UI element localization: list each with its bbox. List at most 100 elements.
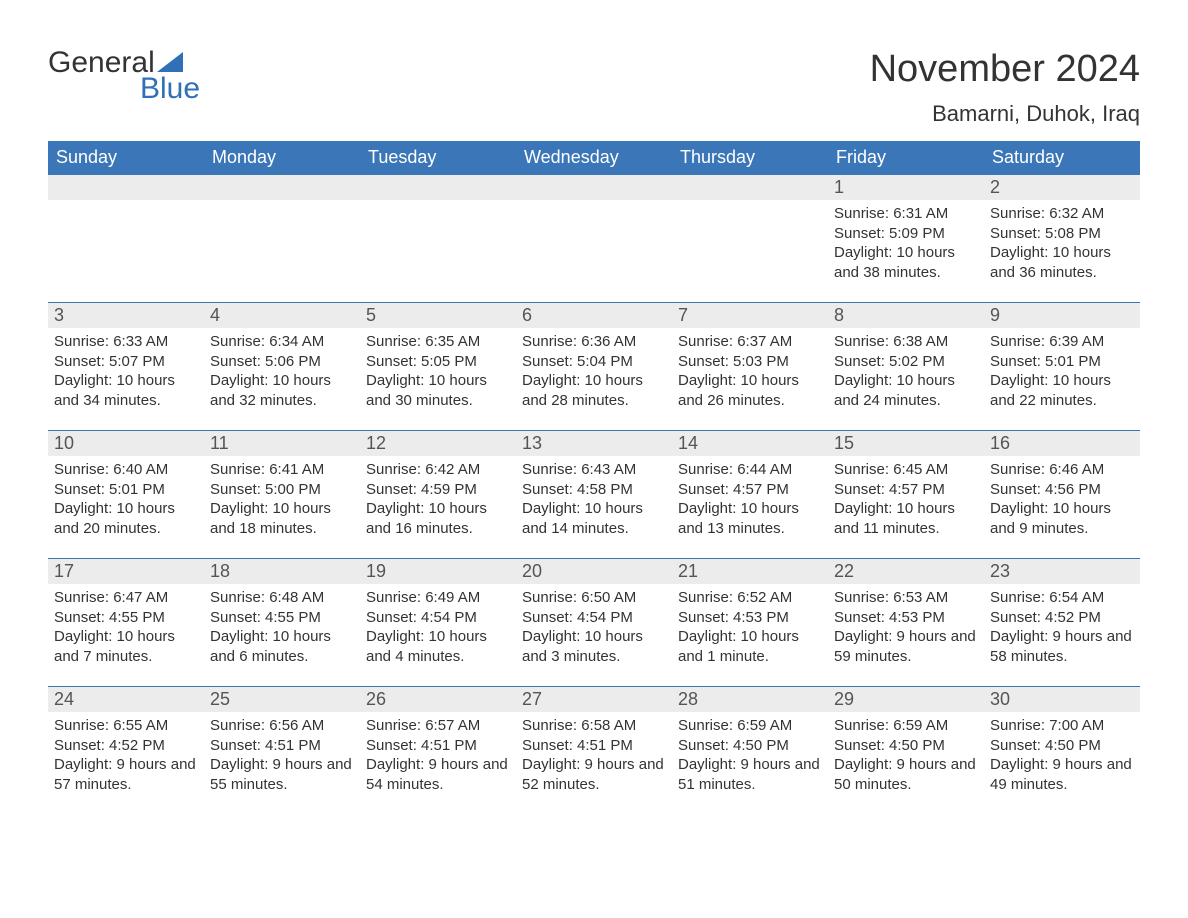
calendar-cell: 22Sunrise: 6:53 AMSunset: 4:53 PMDayligh… (828, 559, 984, 687)
sunrise-text: Sunrise: 6:58 AM (522, 716, 666, 736)
sunset-text: Sunset: 4:54 PM (522, 608, 666, 628)
sunset-text: Sunset: 4:51 PM (210, 736, 354, 756)
calendar-week-row: 24Sunrise: 6:55 AMSunset: 4:52 PMDayligh… (48, 687, 1140, 815)
title-block: November 2024 Bamarni, Duhok, Iraq (870, 48, 1140, 133)
day-number: 22 (828, 559, 984, 584)
month-title: November 2024 (870, 48, 1140, 91)
day-body: Sunrise: 6:52 AMSunset: 4:53 PMDaylight:… (672, 584, 828, 672)
sunrise-text: Sunrise: 7:00 AM (990, 716, 1134, 736)
daylight-text: Daylight: 10 hours and 14 minutes. (522, 499, 666, 538)
calendar-cell: 5Sunrise: 6:35 AMSunset: 5:05 PMDaylight… (360, 303, 516, 431)
calendar-cell (516, 175, 672, 303)
calendar-cell: 25Sunrise: 6:56 AMSunset: 4:51 PMDayligh… (204, 687, 360, 815)
sunrise-text: Sunrise: 6:35 AM (366, 332, 510, 352)
day-body: Sunrise: 6:55 AMSunset: 4:52 PMDaylight:… (48, 712, 204, 800)
sunrise-text: Sunrise: 6:40 AM (54, 460, 198, 480)
calendar-week-row: 10Sunrise: 6:40 AMSunset: 5:01 PMDayligh… (48, 431, 1140, 559)
day-number: 11 (204, 431, 360, 456)
day-number: 6 (516, 303, 672, 328)
calendar-cell: 18Sunrise: 6:48 AMSunset: 4:55 PMDayligh… (204, 559, 360, 687)
day-body: Sunrise: 6:40 AMSunset: 5:01 PMDaylight:… (48, 456, 204, 544)
daylight-text: Daylight: 10 hours and 13 minutes. (678, 499, 822, 538)
daylight-text: Daylight: 10 hours and 30 minutes. (366, 371, 510, 410)
sunset-text: Sunset: 5:08 PM (990, 224, 1134, 244)
calendar-table: Sunday Monday Tuesday Wednesday Thursday… (48, 141, 1140, 815)
day-body: Sunrise: 6:32 AMSunset: 5:08 PMDaylight:… (984, 200, 1140, 288)
day-number: 29 (828, 687, 984, 712)
day-body: Sunrise: 6:41 AMSunset: 5:00 PMDaylight:… (204, 456, 360, 544)
day-number: 1 (828, 175, 984, 200)
sunrise-text: Sunrise: 6:46 AM (990, 460, 1134, 480)
calendar-cell (204, 175, 360, 303)
day-number: 27 (516, 687, 672, 712)
daylight-text: Daylight: 10 hours and 16 minutes. (366, 499, 510, 538)
sunrise-text: Sunrise: 6:42 AM (366, 460, 510, 480)
daylight-text: Daylight: 9 hours and 58 minutes. (990, 627, 1134, 666)
day-body: Sunrise: 6:39 AMSunset: 5:01 PMDaylight:… (984, 328, 1140, 416)
day-number: 23 (984, 559, 1140, 584)
daylight-text: Daylight: 10 hours and 22 minutes. (990, 371, 1134, 410)
sunrise-text: Sunrise: 6:53 AM (834, 588, 978, 608)
sunset-text: Sunset: 4:54 PM (366, 608, 510, 628)
daylight-text: Daylight: 10 hours and 7 minutes. (54, 627, 198, 666)
sunset-text: Sunset: 5:04 PM (522, 352, 666, 372)
daylight-text: Daylight: 10 hours and 38 minutes. (834, 243, 978, 282)
calendar-cell: 13Sunrise: 6:43 AMSunset: 4:58 PMDayligh… (516, 431, 672, 559)
calendar-cell: 14Sunrise: 6:44 AMSunset: 4:57 PMDayligh… (672, 431, 828, 559)
sunrise-text: Sunrise: 6:41 AM (210, 460, 354, 480)
day-number: 15 (828, 431, 984, 456)
sunset-text: Sunset: 5:06 PM (210, 352, 354, 372)
day-number-empty (516, 175, 672, 200)
calendar-cell (48, 175, 204, 303)
calendar-cell: 19Sunrise: 6:49 AMSunset: 4:54 PMDayligh… (360, 559, 516, 687)
sunrise-text: Sunrise: 6:39 AM (990, 332, 1134, 352)
day-number: 12 (360, 431, 516, 456)
calendar-week-row: 3Sunrise: 6:33 AMSunset: 5:07 PMDaylight… (48, 303, 1140, 431)
calendar-header-row: Sunday Monday Tuesday Wednesday Thursday… (48, 141, 1140, 175)
calendar-week-row: 1Sunrise: 6:31 AMSunset: 5:09 PMDaylight… (48, 175, 1140, 303)
sunrise-text: Sunrise: 6:55 AM (54, 716, 198, 736)
day-body: Sunrise: 7:00 AMSunset: 4:50 PMDaylight:… (984, 712, 1140, 800)
day-body: Sunrise: 6:56 AMSunset: 4:51 PMDaylight:… (204, 712, 360, 800)
day-body: Sunrise: 6:58 AMSunset: 4:51 PMDaylight:… (516, 712, 672, 800)
col-tuesday: Tuesday (360, 141, 516, 175)
day-number: 26 (360, 687, 516, 712)
sunrise-text: Sunrise: 6:38 AM (834, 332, 978, 352)
sunrise-text: Sunrise: 6:59 AM (678, 716, 822, 736)
day-number: 14 (672, 431, 828, 456)
daylight-text: Daylight: 9 hours and 52 minutes. (522, 755, 666, 794)
daylight-text: Daylight: 10 hours and 26 minutes. (678, 371, 822, 410)
day-number-empty (204, 175, 360, 200)
logo-text-blue: Blue (140, 74, 200, 104)
col-thursday: Thursday (672, 141, 828, 175)
day-body: Sunrise: 6:33 AMSunset: 5:07 PMDaylight:… (48, 328, 204, 416)
day-body: Sunrise: 6:49 AMSunset: 4:54 PMDaylight:… (360, 584, 516, 672)
col-friday: Friday (828, 141, 984, 175)
day-number: 28 (672, 687, 828, 712)
sunset-text: Sunset: 4:50 PM (834, 736, 978, 756)
calendar-cell: 23Sunrise: 6:54 AMSunset: 4:52 PMDayligh… (984, 559, 1140, 687)
day-number: 25 (204, 687, 360, 712)
day-body: Sunrise: 6:46 AMSunset: 4:56 PMDaylight:… (984, 456, 1140, 544)
calendar-cell: 10Sunrise: 6:40 AMSunset: 5:01 PMDayligh… (48, 431, 204, 559)
calendar-cell: 9Sunrise: 6:39 AMSunset: 5:01 PMDaylight… (984, 303, 1140, 431)
sunrise-text: Sunrise: 6:47 AM (54, 588, 198, 608)
sunrise-text: Sunrise: 6:36 AM (522, 332, 666, 352)
sunset-text: Sunset: 5:02 PM (834, 352, 978, 372)
day-number: 2 (984, 175, 1140, 200)
calendar-cell (360, 175, 516, 303)
day-number-empty (48, 175, 204, 200)
daylight-text: Daylight: 9 hours and 57 minutes. (54, 755, 198, 794)
day-body: Sunrise: 6:45 AMSunset: 4:57 PMDaylight:… (828, 456, 984, 544)
day-body: Sunrise: 6:37 AMSunset: 5:03 PMDaylight:… (672, 328, 828, 416)
daylight-text: Daylight: 10 hours and 11 minutes. (834, 499, 978, 538)
col-wednesday: Wednesday (516, 141, 672, 175)
sunset-text: Sunset: 5:03 PM (678, 352, 822, 372)
calendar-cell: 1Sunrise: 6:31 AMSunset: 5:09 PMDaylight… (828, 175, 984, 303)
sunrise-text: Sunrise: 6:44 AM (678, 460, 822, 480)
sunrise-text: Sunrise: 6:31 AM (834, 204, 978, 224)
day-number-empty (360, 175, 516, 200)
day-number: 9 (984, 303, 1140, 328)
sunrise-text: Sunrise: 6:37 AM (678, 332, 822, 352)
sunset-text: Sunset: 5:05 PM (366, 352, 510, 372)
